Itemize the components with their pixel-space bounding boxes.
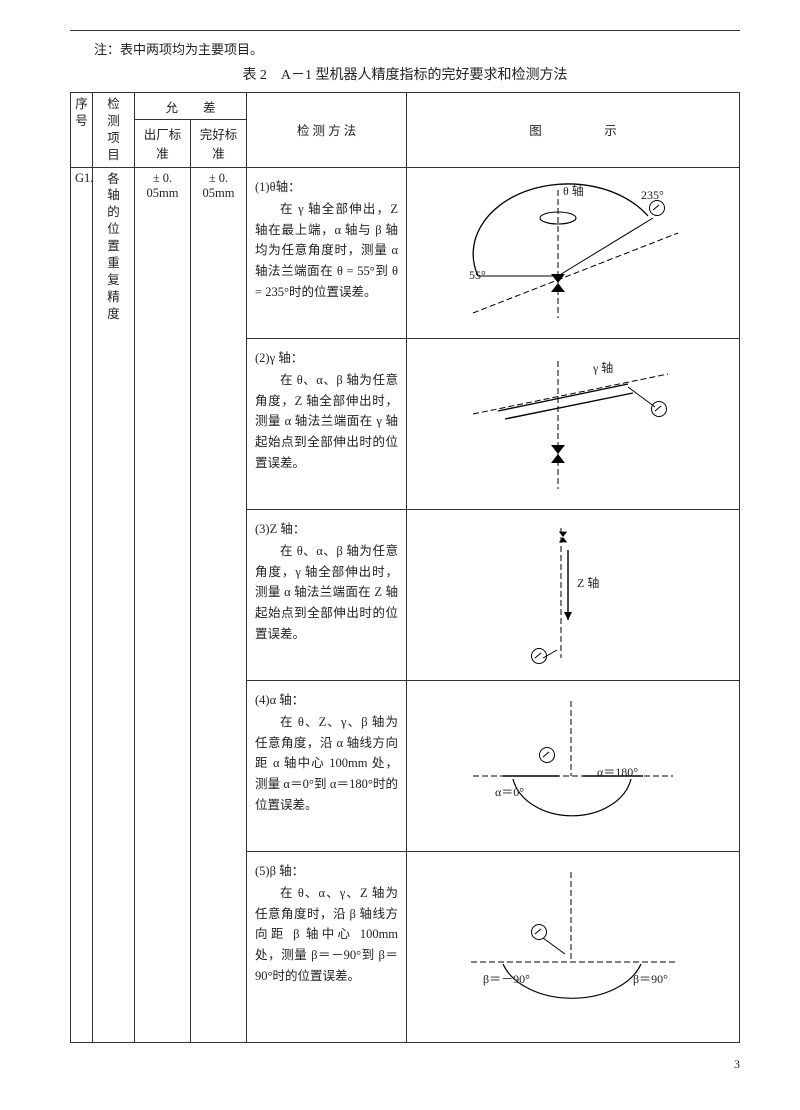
page-number: 3 xyxy=(70,1057,740,1072)
h-factory: 出厂标准 xyxy=(135,120,191,167)
h-diagram: 图 示 xyxy=(407,93,740,168)
item-char: 各 xyxy=(97,171,130,188)
h-tolerance: 允 差 xyxy=(135,93,247,120)
item-char: 精 xyxy=(97,289,130,306)
h-method: 检 测 方 法 xyxy=(247,93,407,168)
cell-factory: ± 0. 05mm xyxy=(135,167,191,1042)
h-item: 检测项目 xyxy=(93,93,135,168)
item-char: 置 xyxy=(97,238,130,255)
h-good: 完好标准 xyxy=(191,120,247,167)
footnote: 注：表中两项均为主要项目。 xyxy=(94,39,740,58)
method-5: (5)β 轴：在 θ、α、γ、Z 轴为任意角度时，沿 β 轴线方向距 β 轴中心… xyxy=(247,851,407,1042)
h-seq: 序号 xyxy=(71,93,93,168)
precision-table: 序号 检测项目 允 差 检 测 方 法 图 示 出厂标准 完好标准 G1. 各轴… xyxy=(70,92,740,1043)
item-char: 重 xyxy=(97,255,130,272)
diagram-3: Z 轴 xyxy=(407,509,740,680)
diagram-4: α＝0° α＝180° xyxy=(407,680,740,851)
method-4: (4)α 轴：在 θ、Z、γ、β 轴为任意角度，沿 α 轴线方向距 α 轴中心 … xyxy=(247,680,407,851)
method-1: (1)θ轴：在 γ 轴全部伸出，Z 轴在最上端，α 轴与 β 轴均为任意角度时，… xyxy=(247,167,407,338)
diagram-1: θ 轴 235° 55° xyxy=(407,167,740,338)
cell-good: ± 0. 05mm xyxy=(191,167,247,1042)
item-char: 复 xyxy=(97,272,130,289)
item-char: 的 xyxy=(97,204,130,221)
method-2: (2)γ 轴：在 θ、α、β 轴为任意角度，Z 轴全部伸出时，测量 α 轴法兰端… xyxy=(247,338,407,509)
cell-seq: G1. xyxy=(71,167,93,1042)
method-3: (3)Z 轴：在 θ、α、β 轴为任意角度，γ 轴全部伸出时，测量 α 轴法兰端… xyxy=(247,509,407,680)
top-rule xyxy=(70,30,740,31)
table-title: 表 2 A－1 型机器人精度指标的完好要求和检测方法 xyxy=(70,64,740,84)
diagram-5: β＝－90° β＝90° xyxy=(407,851,740,1042)
item-char: 位 xyxy=(97,221,130,238)
diagram-2: γ 轴 xyxy=(407,338,740,509)
cell-item: 各轴的位置重复精度 xyxy=(93,167,135,1042)
item-char: 轴 xyxy=(97,187,130,204)
item-char: 度 xyxy=(97,306,130,323)
